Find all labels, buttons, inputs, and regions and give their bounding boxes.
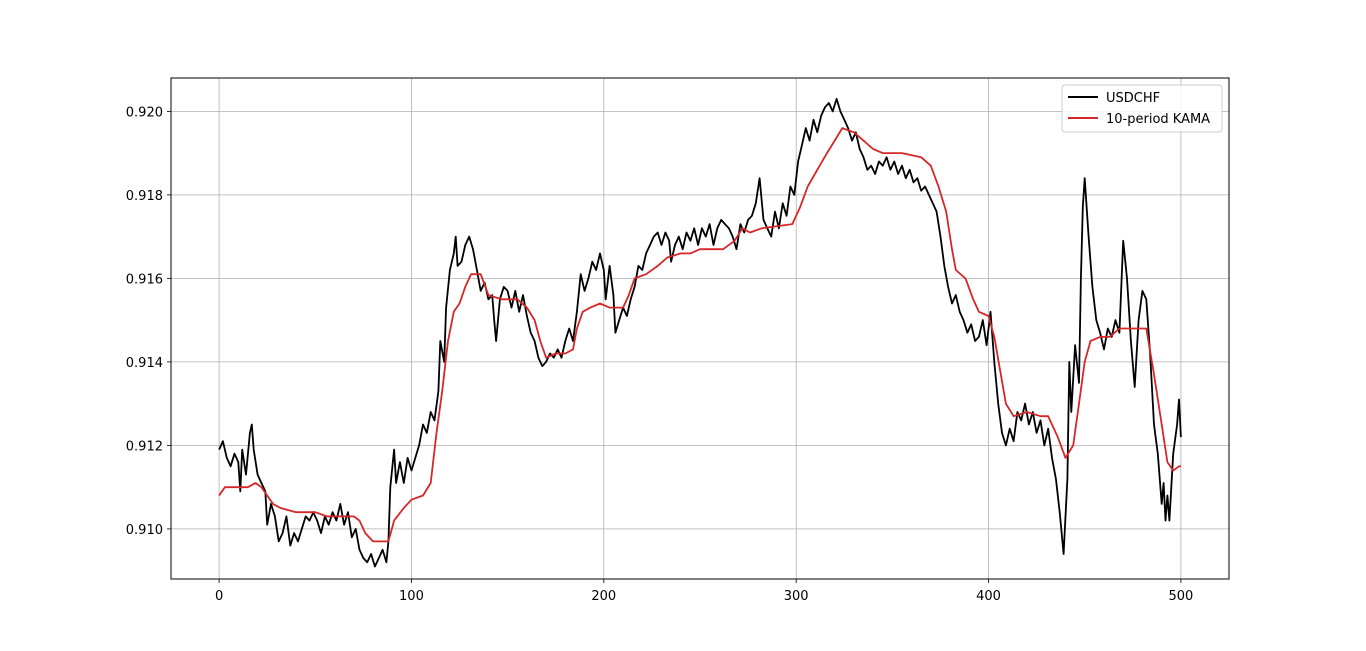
y-tick-label: 0.920	[126, 105, 163, 120]
x-tick-label: 200	[591, 589, 616, 604]
legend-label-usdchf: USDCHF	[1106, 91, 1160, 106]
series-line-usdchf	[218, 98, 1182, 568]
grid	[171, 78, 1229, 579]
x-tick-label: 100	[399, 589, 424, 604]
y-tick-label: 0.918	[126, 189, 163, 204]
x-tick-label: 400	[976, 589, 1001, 604]
y-tick-label: 0.912	[126, 439, 163, 454]
x-tick-label: 500	[1168, 589, 1193, 604]
plot-frame	[170, 77, 1230, 580]
x-tick-label: 0	[215, 589, 223, 604]
y-tick-label: 0.916	[126, 272, 163, 287]
y-tick-label: 0.914	[126, 356, 163, 371]
series-layer	[218, 98, 1182, 568]
legend-label-kama: 10-period KAMA	[1106, 112, 1210, 127]
y-tick-label: 0.910	[126, 523, 163, 538]
y-axis: 0.910 0.912 0.914 0.916 0.918 0.920	[126, 105, 171, 538]
legend-box	[1061, 84, 1223, 133]
x-tick-label: 300	[784, 589, 809, 604]
legend: USDCHF 10-period KAMA	[1061, 84, 1223, 133]
series-line-kama	[218, 127, 1181, 543]
x-axis: 0 100 200 300 400 500	[215, 579, 1193, 604]
